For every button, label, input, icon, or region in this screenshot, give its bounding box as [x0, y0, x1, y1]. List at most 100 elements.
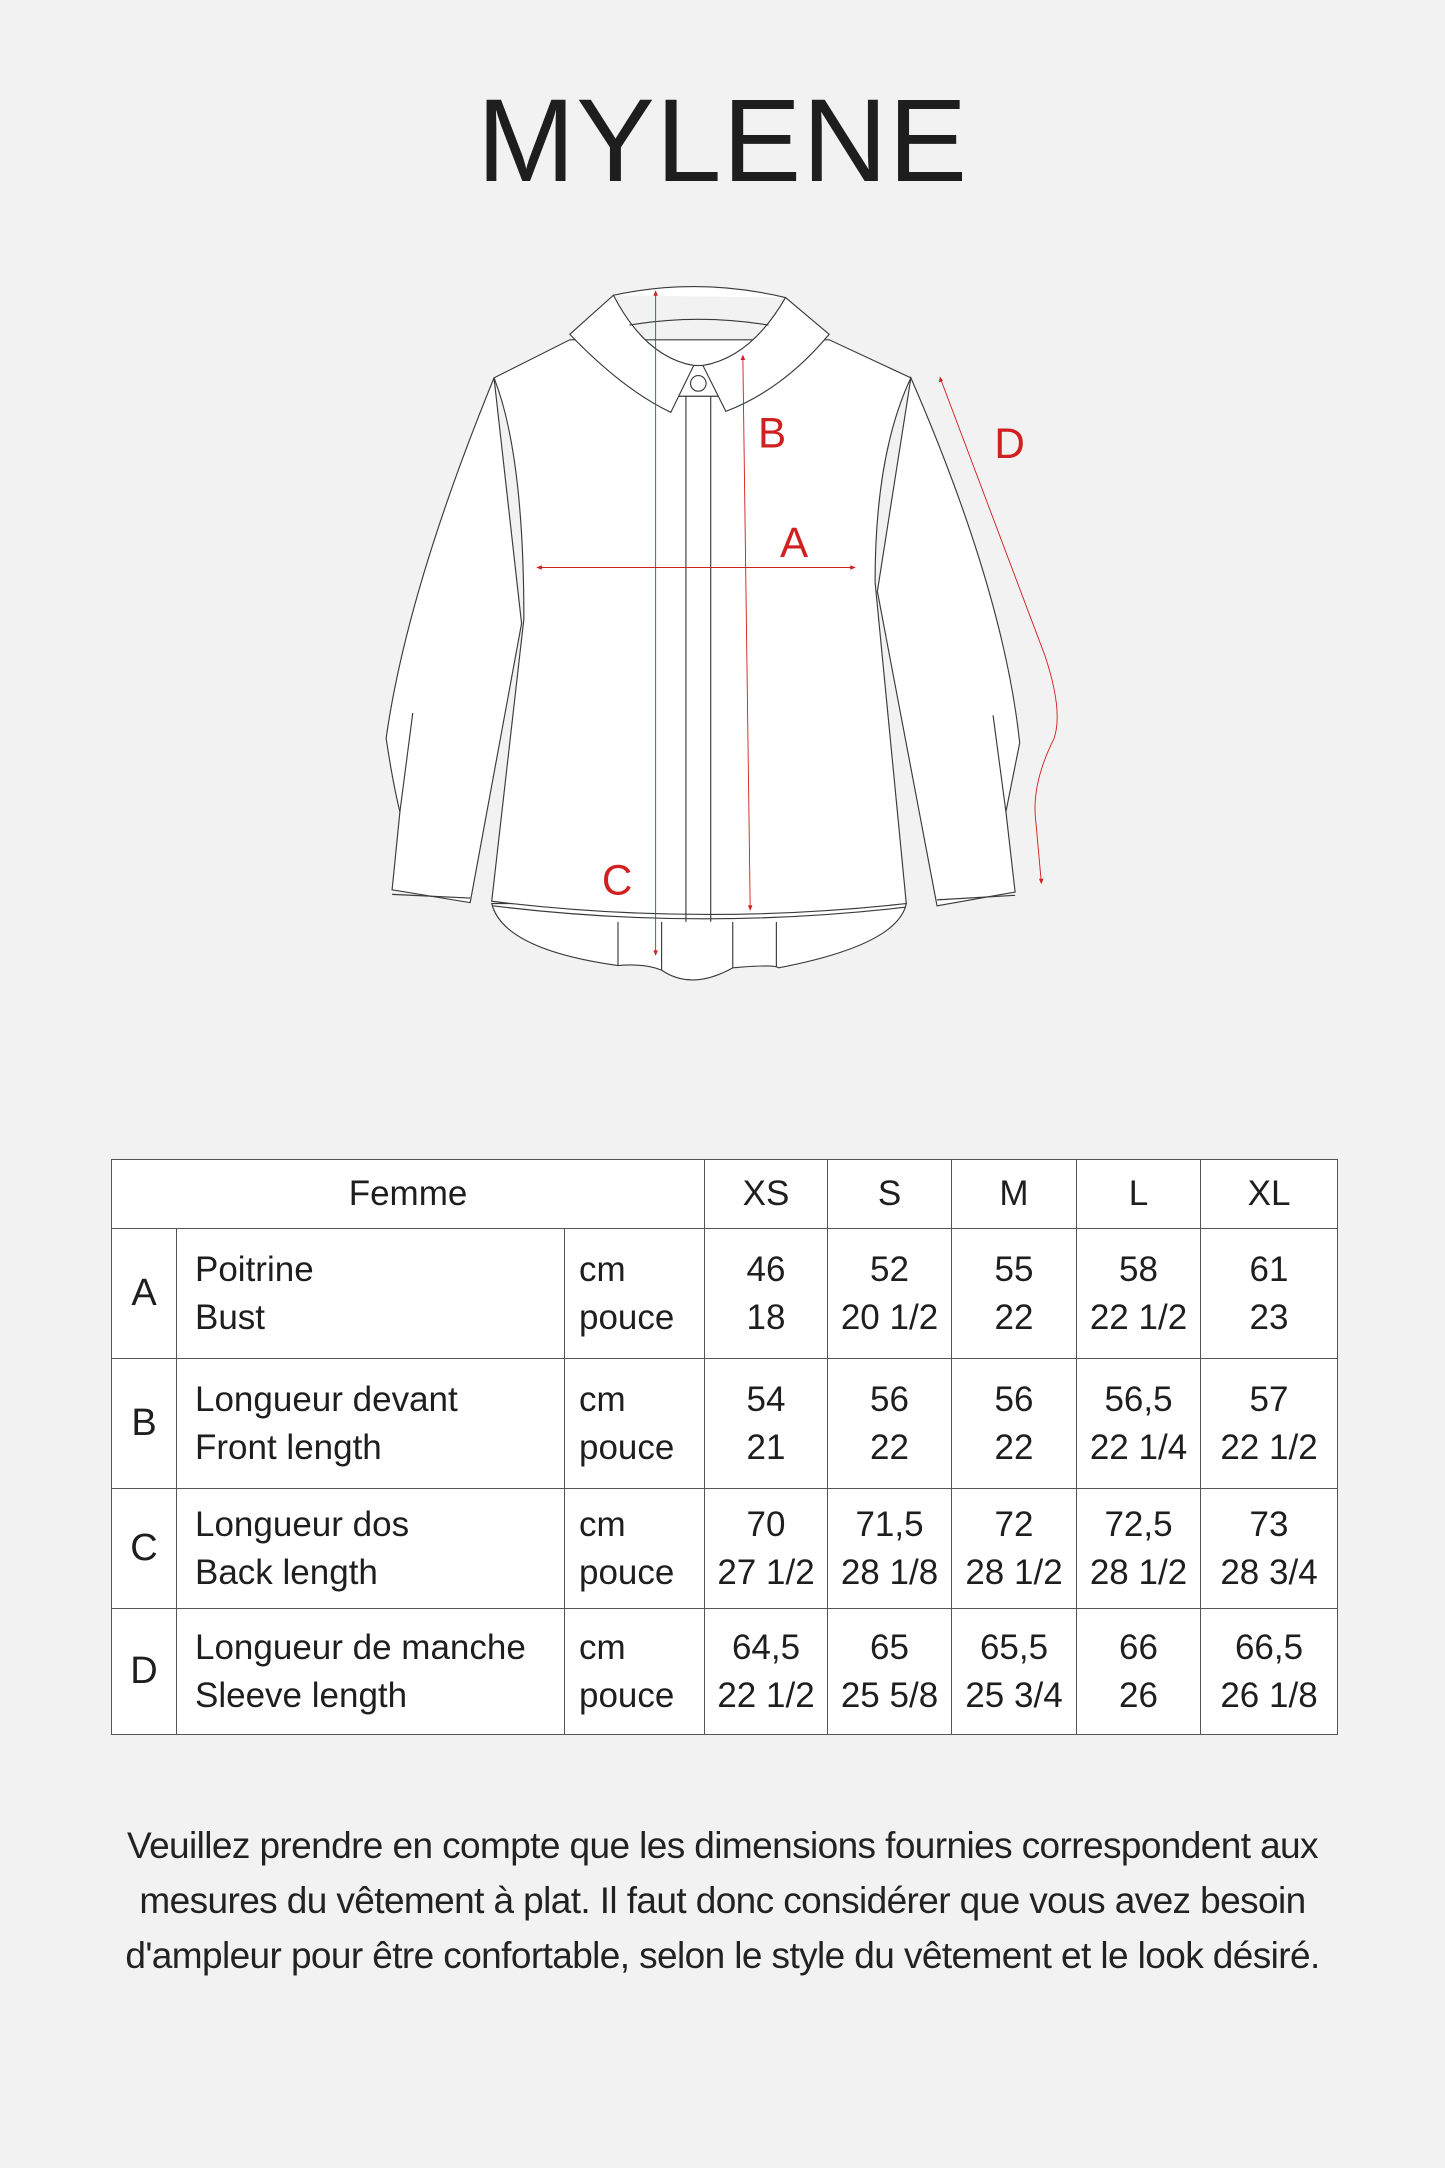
cell-text: cm — [579, 1504, 626, 1544]
cell-text: 26 — [1119, 1675, 1158, 1715]
size-header: L — [1076, 1159, 1201, 1229]
label-b: B — [758, 410, 786, 457]
size-value-cell: 58 22 1/2 — [1076, 1228, 1201, 1359]
cell-text: 25 3/4 — [965, 1675, 1063, 1715]
size-header: M — [951, 1159, 1077, 1229]
cell-text: 65 — [870, 1627, 909, 1667]
size-value-cell: 70 27 1/2 — [704, 1488, 828, 1609]
label-a: A — [780, 519, 809, 566]
cell-text: Poitrine — [195, 1249, 314, 1289]
cell-text: 22 1/2 — [717, 1675, 815, 1715]
cell-text: 58 — [1119, 1249, 1158, 1289]
row-letter-cell: C — [111, 1488, 177, 1609]
cell-text: 71,5 — [855, 1504, 924, 1544]
button-icon — [689, 375, 707, 392]
table-row: D Longueur de manche Sleeve length cm pouce 6… — [111, 1608, 1338, 1735]
measurement-label: Longueur devant Front length — [176, 1358, 565, 1489]
shirt-diagram: A B C D — [385, 286, 1058, 981]
cell-text: pouce — [579, 1297, 675, 1337]
unit-label: cm pouce — [564, 1358, 705, 1489]
cell-text: 54 — [746, 1379, 786, 1419]
cell-text: 22 — [870, 1427, 909, 1467]
cell-text: 55 — [994, 1249, 1034, 1289]
measurement-label: Longueur de manche Sleeve length — [176, 1608, 565, 1735]
size-header: XS — [704, 1159, 828, 1229]
cell-text: 20 1/2 — [840, 1297, 939, 1337]
header-femme: Femme — [111, 1159, 705, 1229]
cell-text: 22 1/4 — [1089, 1427, 1188, 1467]
size-value-cell: 57 22 1/2 — [1200, 1358, 1338, 1489]
cell-text: Longueur de manche — [195, 1627, 526, 1667]
unit-label: cm pouce — [564, 1608, 705, 1735]
size-value-cell: 56 22 — [827, 1358, 952, 1489]
label-c: C — [602, 856, 633, 903]
label-d: D — [994, 420, 1025, 467]
table-row: C Longueur dos Back length cm pouce 70 27 1/2 7… — [111, 1488, 1338, 1609]
cell-text: pouce — [579, 1427, 675, 1467]
unit-label: cm pouce — [564, 1488, 705, 1609]
cell-text: 57 — [1249, 1379, 1289, 1419]
table-row: B Longueur devant Front length cm pouce 54 21 5… — [111, 1358, 1338, 1489]
cell-text: 26 1/8 — [1220, 1675, 1318, 1715]
cell-text: 28 1/2 — [965, 1552, 1063, 1592]
cell-text: 46 — [746, 1249, 786, 1289]
cell-text: cm — [579, 1627, 626, 1667]
cell-text: Bust — [195, 1297, 266, 1337]
cell-text: Sleeve length — [195, 1675, 408, 1715]
cell-text: Longueur devant — [195, 1379, 458, 1419]
size-table: Femme XS S M L XL A Poitrine Bust cm pouce 46… — [111, 1159, 1338, 1735]
size-value-cell: 66 26 — [1076, 1608, 1201, 1735]
cell-text: 66 — [1119, 1627, 1158, 1667]
cell-text: 28 3/4 — [1220, 1552, 1318, 1592]
sizing-note: Veuillez prendre en compte que les dimen… — [125, 1825, 1320, 1976]
size-value-cell: 73 28 3/4 — [1200, 1488, 1338, 1609]
cell-text: Back length — [195, 1552, 378, 1592]
cell-text: Front length — [195, 1427, 382, 1467]
cell-text: 21 — [746, 1427, 786, 1467]
row-letter: C — [130, 1527, 158, 1569]
cell-text: 18 — [746, 1297, 786, 1337]
row-letter: B — [131, 1402, 157, 1444]
size-value-cell: 71,5 28 1/8 — [827, 1488, 952, 1609]
measurement-label: Longueur dos Back length — [176, 1488, 565, 1609]
cell-text: cm — [579, 1379, 626, 1419]
size-value-cell: 61 23 — [1200, 1228, 1338, 1359]
shirt-outline — [385, 286, 1021, 981]
cell-text: 72,5 — [1104, 1504, 1173, 1544]
size-value-cell: 46 18 — [704, 1228, 828, 1359]
cell-text: 56,5 — [1104, 1379, 1173, 1419]
size-header: S — [827, 1159, 952, 1229]
size-value-cell: 64,5 22 1/2 — [704, 1608, 828, 1735]
cell-text: Longueur dos — [195, 1504, 410, 1544]
cell-text: 56 — [870, 1379, 909, 1419]
size-value-cell: 54 21 — [704, 1358, 828, 1489]
size-header: XL — [1200, 1159, 1338, 1229]
measure-b — [742, 357, 751, 909]
row-letter-cell: B — [111, 1358, 177, 1489]
cell-text: 56 — [994, 1379, 1034, 1419]
size-value-cell: 66,5 26 1/8 — [1200, 1608, 1338, 1735]
cell-text: 70 — [746, 1504, 786, 1544]
cell-text: 22 — [994, 1427, 1034, 1467]
cell-text: 72 — [994, 1504, 1034, 1544]
cell-text: 22 — [994, 1297, 1034, 1337]
cell-text: 61 — [1249, 1249, 1289, 1289]
size-value-cell: 52 20 1/2 — [827, 1228, 952, 1359]
size-value-cell: 55 22 — [951, 1228, 1077, 1359]
size-value-cell: 72 28 1/2 — [951, 1488, 1077, 1609]
cell-text: 28 1/8 — [840, 1552, 939, 1592]
cell-text: 27 1/2 — [717, 1552, 815, 1592]
measure-d — [940, 379, 1058, 883]
measure-lines — [536, 290, 1058, 956]
page-title: MYLENE — [476, 75, 969, 207]
cell-text: 52 — [870, 1249, 909, 1289]
size-value-cell: 56 22 — [951, 1358, 1077, 1489]
cell-text: 23 — [1249, 1297, 1289, 1337]
cell-text: pouce — [579, 1552, 675, 1592]
measurement-label: Poitrine Bust — [176, 1228, 565, 1359]
row-letter: D — [130, 1650, 158, 1692]
cell-text: pouce — [579, 1675, 675, 1715]
size-value-cell: 65,5 25 3/4 — [951, 1608, 1077, 1735]
row-letter: A — [131, 1272, 157, 1314]
cell-text: 22 1/2 — [1220, 1427, 1318, 1467]
